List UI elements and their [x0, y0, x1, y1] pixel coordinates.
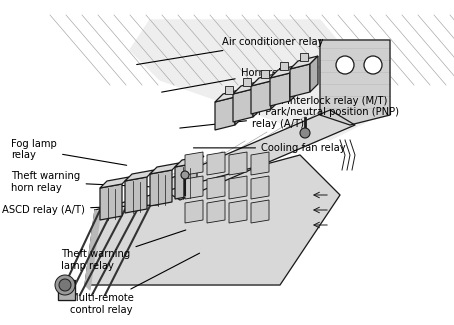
Circle shape — [181, 171, 189, 179]
Polygon shape — [100, 184, 122, 220]
Polygon shape — [215, 97, 235, 130]
Polygon shape — [251, 200, 269, 223]
Polygon shape — [207, 200, 225, 223]
Text: Multi-remote
control relay: Multi-remote control relay — [70, 253, 200, 315]
Circle shape — [336, 56, 354, 74]
Polygon shape — [261, 70, 269, 78]
Polygon shape — [300, 53, 308, 61]
Polygon shape — [233, 81, 261, 94]
Polygon shape — [310, 56, 318, 92]
Polygon shape — [251, 152, 269, 175]
Text: ASCD relay (A/T): ASCD relay (A/T) — [2, 205, 158, 214]
Polygon shape — [270, 73, 290, 106]
Polygon shape — [207, 176, 225, 199]
Text: Theft warning
horn relay: Theft warning horn relay — [11, 171, 149, 193]
Circle shape — [55, 275, 75, 295]
Polygon shape — [150, 170, 172, 206]
Circle shape — [364, 56, 382, 74]
Polygon shape — [290, 64, 310, 97]
Polygon shape — [271, 73, 279, 109]
Polygon shape — [155, 110, 355, 200]
Text: Fog lamp
relay: Fog lamp relay — [11, 139, 127, 165]
Polygon shape — [207, 152, 225, 175]
Polygon shape — [251, 176, 269, 199]
Text: Clutch interlock relay (M/T)
or Park/neutral position (PNP)
relay (A/T): Clutch interlock relay (M/T) or Park/neu… — [180, 96, 399, 129]
Polygon shape — [280, 62, 288, 70]
Polygon shape — [270, 65, 298, 78]
Polygon shape — [215, 89, 243, 102]
Circle shape — [59, 279, 71, 291]
Polygon shape — [229, 152, 247, 175]
Polygon shape — [229, 200, 247, 223]
Polygon shape — [85, 210, 100, 290]
Text: Horn relay: Horn relay — [162, 68, 292, 92]
Polygon shape — [253, 81, 261, 117]
Polygon shape — [175, 156, 204, 167]
Text: Theft warning
lamp relay: Theft warning lamp relay — [61, 230, 186, 271]
Polygon shape — [100, 177, 129, 188]
Polygon shape — [233, 89, 253, 122]
Polygon shape — [185, 152, 203, 175]
Polygon shape — [125, 170, 154, 181]
Polygon shape — [175, 163, 197, 199]
Polygon shape — [290, 56, 318, 69]
Polygon shape — [235, 89, 243, 125]
Polygon shape — [150, 163, 179, 174]
Polygon shape — [320, 40, 390, 125]
Polygon shape — [185, 176, 203, 199]
Polygon shape — [251, 73, 279, 86]
Polygon shape — [243, 78, 251, 86]
Polygon shape — [85, 155, 340, 285]
Polygon shape — [185, 200, 203, 223]
Polygon shape — [229, 176, 247, 199]
Polygon shape — [251, 81, 271, 114]
Polygon shape — [290, 65, 298, 101]
Polygon shape — [225, 86, 233, 94]
Circle shape — [300, 128, 310, 138]
Text: Cooling fan relay: Cooling fan relay — [193, 143, 345, 153]
Polygon shape — [125, 177, 147, 213]
Polygon shape — [130, 20, 370, 140]
Text: Air conditioner relay: Air conditioner relay — [137, 37, 324, 65]
Polygon shape — [58, 280, 75, 300]
